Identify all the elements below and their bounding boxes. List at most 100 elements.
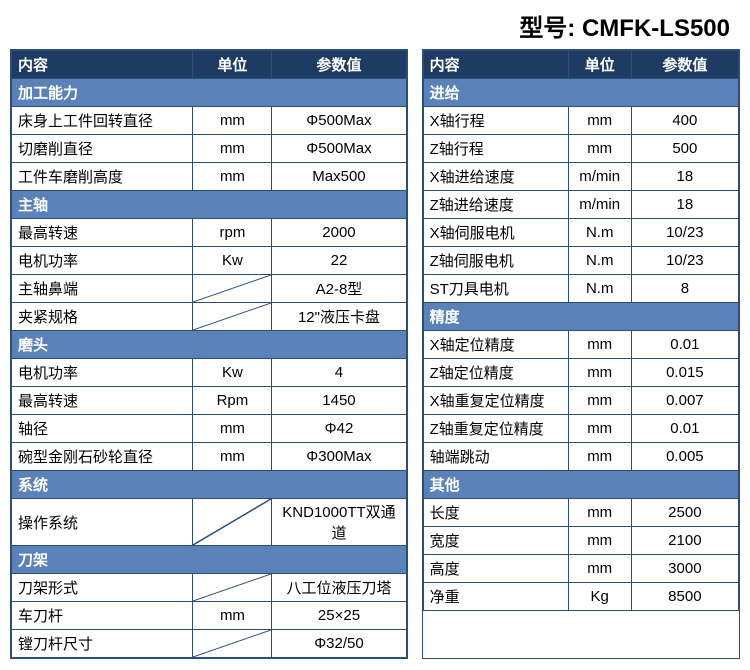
spec-name: Z轴重复定位精度 [423,415,568,443]
section-row: 进给 [423,79,738,107]
spec-row: 切磨削直径mmΦ500Max [12,135,407,163]
section-row: 精度 [423,303,738,331]
spec-value: Φ42 [272,415,406,443]
spec-row: 夹紧规格 12"液压卡盘 [12,303,407,331]
spec-unit: mm [568,555,631,583]
spec-unit: Kw [193,247,272,275]
spec-value: A2-8型 [272,275,406,303]
section-label: 精度 [423,303,738,331]
section-label: 进给 [423,79,738,107]
spec-name: X轴定位精度 [423,331,568,359]
spec-unit: mm [568,443,631,471]
spec-row: Z轴定位精度mm0.015 [423,359,738,387]
section-row: 系统 [12,471,407,499]
spec-unit: mm [193,602,272,630]
table-header-row: 内容 单位 参数值 [12,51,407,79]
spec-unit: m/min [568,163,631,191]
spec-row: 操作系统KND1000TT双通道 [12,499,407,546]
spec-name: Z轴行程 [423,135,568,163]
spec-name: 车刀杆 [12,602,193,630]
spec-unit: m/min [568,191,631,219]
spec-value: 10/23 [631,219,738,247]
header-unit: 单位 [193,51,272,79]
spec-row: Z轴进给速度m/min18 [423,191,738,219]
spec-row: 最高转速rpm2000 [12,219,407,247]
section-row: 其他 [423,471,738,499]
spec-value: Max500 [272,163,406,191]
spec-unit: mm [193,107,272,135]
model-title: 型号: CMFK-LS500 [10,8,740,43]
spec-name: 夹紧规格 [12,303,193,331]
spec-unit: mm [193,415,272,443]
spec-row: Z轴伺服电机N.m10/23 [423,247,738,275]
spec-row: X轴行程mm400 [423,107,738,135]
spec-name: ST刀具电机 [423,275,568,303]
section-label: 加工能力 [12,79,407,107]
header-content: 内容 [12,51,193,79]
spec-row: 电机功率Kw4 [12,359,407,387]
spec-value: 2000 [272,219,406,247]
spec-value: 0.007 [631,387,738,415]
spec-value: Φ500Max [272,135,406,163]
spec-unit: mm [568,107,631,135]
spec-row: 高度mm3000 [423,555,738,583]
spec-name: 宽度 [423,527,568,555]
spec-value: 4 [272,359,406,387]
spec-row: X轴重复定位精度mm0.007 [423,387,738,415]
spec-unit: Kg [568,583,631,611]
spec-row: 电机功率Kw22 [12,247,407,275]
spec-unit: mm [568,415,631,443]
spec-value: 8 [631,275,738,303]
spec-value: 10/23 [631,247,738,275]
spec-unit: Rpm [193,387,272,415]
spec-row: 轴端跳动mm0.005 [423,443,738,471]
spec-value: 12"液压卡盘 [272,303,406,331]
right-table: 内容 单位 参数值 进给X轴行程mm400Z轴行程mm500X轴进给速度m/mi… [423,50,739,611]
spec-row: Z轴重复定位精度mm0.01 [423,415,738,443]
section-row: 磨头 [12,331,407,359]
spec-value: 0.01 [631,415,738,443]
spec-unit: mm [193,135,272,163]
section-label: 其他 [423,471,738,499]
spec-name: 床身上工件回转直径 [12,107,193,135]
spec-unit [193,630,272,658]
spec-value: Φ32/50 [272,630,406,658]
spec-value: 8500 [631,583,738,611]
spec-unit: mm [568,135,631,163]
spec-unit: mm [568,359,631,387]
spec-name: 镗刀杆尺寸 [12,630,193,658]
section-label: 刀架 [12,546,407,574]
spec-value: 18 [631,163,738,191]
spec-row: X轴定位精度mm0.01 [423,331,738,359]
spec-unit [193,303,272,331]
section-label: 磨头 [12,331,407,359]
spec-value: 22 [272,247,406,275]
spec-unit: Kw [193,359,272,387]
spec-name: 切磨削直径 [12,135,193,163]
spec-unit: mm [568,331,631,359]
spec-value: 18 [631,191,738,219]
spec-row: 车刀杆mm25×25 [12,602,407,630]
spec-row: 刀架形式八工位液压刀塔 [12,574,407,602]
spec-name: X轴重复定位精度 [423,387,568,415]
spec-name: 碗型金刚石砂轮直径 [12,443,193,471]
spec-name: 刀架形式 [12,574,193,602]
spec-unit: mm [568,499,631,527]
spec-unit: N.m [568,275,631,303]
spec-row: 最高转速Rpm1450 [12,387,407,415]
spec-unit: mm [568,527,631,555]
spec-name: 工件车磨削高度 [12,163,193,191]
spec-name: X轴进给速度 [423,163,568,191]
spec-name: 最高转速 [12,387,193,415]
spec-row: 碗型金刚石砂轮直径mmΦ300Max [12,443,407,471]
table-header-row: 内容 单位 参数值 [423,51,738,79]
spec-value: 1450 [272,387,406,415]
spec-value: 25×25 [272,602,406,630]
spec-name: 操作系统 [12,499,193,546]
spec-name: 电机功率 [12,247,193,275]
spec-value: 0.01 [631,331,738,359]
spec-name: 轴端跳动 [423,443,568,471]
spec-row: X轴进给速度m/min18 [423,163,738,191]
spec-value: 500 [631,135,738,163]
spec-unit: N.m [568,219,631,247]
